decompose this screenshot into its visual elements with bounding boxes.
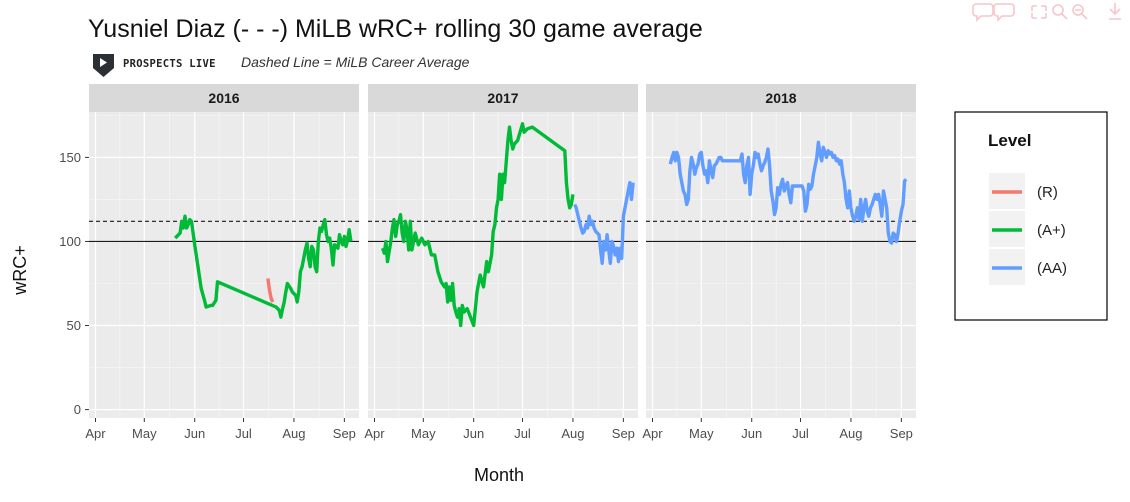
expand-icon[interactable]	[1031, 5, 1047, 19]
series-line-aplus	[380, 122, 575, 328]
x-tick-label: Sep	[333, 426, 356, 441]
series-line-r	[266, 278, 275, 303]
x-tick-label: Apr	[642, 426, 663, 441]
x-tick-label: Apr	[85, 426, 106, 441]
panel-2017: 2017 Apr May Jun Jul Aug Sep	[364, 84, 638, 441]
y-tick-label: 0	[74, 402, 81, 417]
strip-label: 2018	[765, 90, 796, 106]
comments-icon[interactable]	[993, 3, 1015, 22]
x-tick-label: Jul	[792, 426, 809, 441]
panel-2016: 2016 Apr May Jun Jul Aug Sep	[85, 84, 359, 441]
panel-2018: 2018 Apr May Jun Jul Aug Sep	[642, 84, 916, 441]
zoom-icon[interactable]	[1052, 4, 1068, 20]
x-tick-label: Jun	[463, 426, 484, 441]
x-tick-label: Apr	[364, 426, 385, 441]
x-tick-label: May	[132, 426, 157, 441]
legend-frame	[954, 111, 1108, 321]
strip-2017	[368, 84, 638, 112]
legend-item: (R)	[989, 173, 1058, 209]
x-axis-title: Month	[474, 465, 524, 485]
x-tick-label: Sep	[612, 426, 635, 441]
facet-panels: 2016 Apr May Jun Jul Aug Sep 2017 Apr May Jun Jul Au…	[85, 84, 916, 441]
legend-label: (A+)	[1037, 222, 1066, 239]
comment-icon[interactable]	[972, 3, 994, 22]
brand-name: PROSPECTS LIVE	[123, 58, 216, 70]
chart-title: Yusniel Diaz (- - -) MiLB wRC+ rolling 3…	[88, 15, 703, 43]
strip-label: 2016	[208, 90, 239, 106]
x-tick-label: Aug	[282, 426, 305, 441]
y-tick-label: 150	[59, 150, 81, 165]
legend-label: (AA)	[1037, 260, 1067, 277]
play-shield-icon	[93, 54, 114, 77]
y-tick-label: 100	[59, 234, 81, 249]
legend: Level (R) (A+) (AA)	[954, 111, 1108, 321]
strip-2018	[646, 84, 916, 112]
x-tick-label: Jun	[741, 426, 762, 441]
y-axis-title: wRC+	[10, 245, 30, 296]
y-tick-label: 50	[67, 318, 81, 333]
legend-item: (A+)	[989, 211, 1066, 247]
legend-title: Level	[988, 131, 1031, 150]
x-tick-label: May	[411, 426, 436, 441]
panel-background	[368, 112, 638, 418]
y-axis: 0 50 100 150	[59, 150, 89, 417]
x-tick-label: Jun	[184, 426, 205, 441]
download-icon[interactable]	[1109, 3, 1121, 20]
chart-caption: Dashed Line = MiLB Career Average	[241, 54, 470, 70]
x-tick-label: Jul	[235, 426, 252, 441]
x-tick-label: Aug	[561, 426, 584, 441]
x-tick-label: Jul	[514, 426, 531, 441]
zoom-out-icon[interactable]	[1072, 4, 1088, 20]
x-tick-label: May	[689, 426, 714, 441]
plot-toolbar	[972, 3, 1121, 22]
strip-label: 2017	[487, 90, 518, 106]
x-tick-label: Sep	[890, 426, 913, 441]
legend-label: (R)	[1037, 184, 1058, 201]
strip-2016	[89, 84, 359, 112]
x-tick-label: Aug	[839, 426, 862, 441]
series-line-aplus	[173, 214, 353, 319]
legend-item: (AA)	[989, 249, 1067, 285]
series-line-aa	[668, 140, 908, 245]
brand-logo: PROSPECTS LIVE	[93, 54, 216, 77]
series-line-aa	[573, 180, 635, 265]
legend-items: (R) (A+) (AA)	[989, 173, 1067, 285]
